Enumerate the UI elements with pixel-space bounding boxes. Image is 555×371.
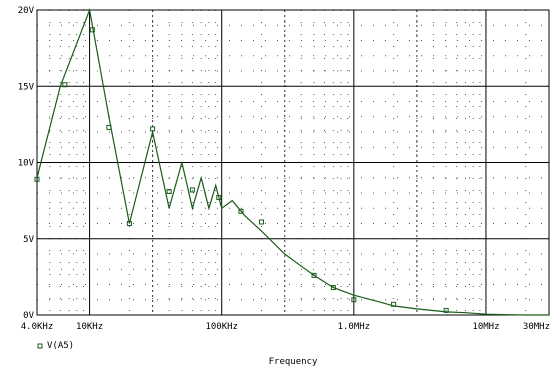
major-grid xyxy=(37,10,549,315)
data-point-marker xyxy=(126,221,132,226)
x-tick-label: 30MHz xyxy=(523,322,550,332)
y-tick-label: 20V xyxy=(18,6,35,16)
data-point-marker xyxy=(62,82,68,88)
data-point-marker xyxy=(216,195,222,201)
x-tick-label: 4.0KHz xyxy=(21,322,54,332)
x-tick-label: 100KHz xyxy=(205,322,238,332)
plot-frame xyxy=(36,9,550,316)
minor-grid xyxy=(37,10,549,315)
data-point-marker xyxy=(166,188,172,194)
data-point-marker xyxy=(311,272,317,278)
x-tick-label: 10MHz xyxy=(472,322,499,332)
data-point-marker xyxy=(89,27,95,33)
legend-marker-icon xyxy=(37,343,43,349)
y-axis-ticks: 0V 5V 10V 15V 20V xyxy=(18,6,35,321)
x-axis-label: Frequency xyxy=(269,357,318,367)
data-point-marker xyxy=(443,307,449,313)
data-point-marker xyxy=(330,285,336,291)
y-tick-label: 15V xyxy=(18,82,35,92)
y-tick-label: 0V xyxy=(23,311,34,321)
data-point-marker xyxy=(258,219,264,225)
legend-label: V(A5) xyxy=(47,341,74,351)
data-point-marker xyxy=(106,124,112,130)
series-group xyxy=(34,7,549,316)
x-axis-ticks: 4.0KHz 10KHz 100KHz 1.0MHz 10MHz 30MHz xyxy=(21,322,550,332)
data-point-marker xyxy=(189,187,195,193)
data-point-marker xyxy=(34,176,40,182)
x-tick-label: 1.0MHz xyxy=(338,322,371,332)
series-line xyxy=(36,7,549,316)
data-point-marker xyxy=(238,208,244,214)
data-point-marker xyxy=(351,297,357,303)
y-tick-label: 5V xyxy=(23,235,34,245)
legend: V(A5) xyxy=(37,341,74,351)
data-point-marker xyxy=(391,301,397,307)
data-point-marker xyxy=(150,126,156,132)
y-tick-label: 10V xyxy=(18,159,35,169)
x-tick-label: 10KHz xyxy=(76,322,103,332)
